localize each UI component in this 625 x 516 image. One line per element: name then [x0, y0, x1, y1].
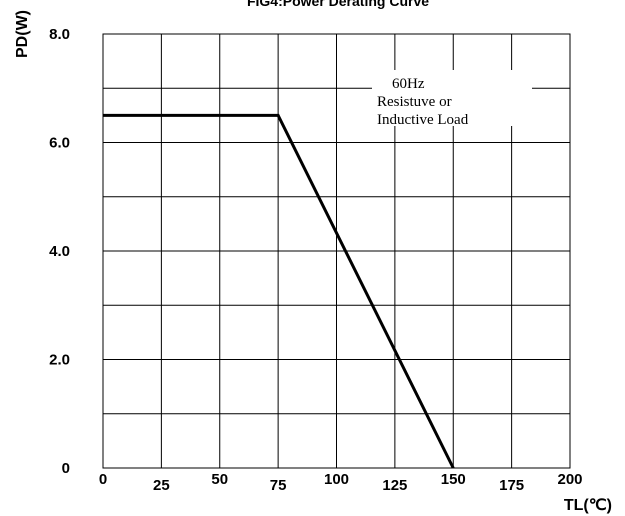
- annotation-line-3: Inductive Load: [377, 112, 469, 128]
- x-tick-label: 200: [557, 471, 582, 488]
- x-axis-label: TL(℃): [564, 497, 612, 514]
- x-tick-label: 50: [211, 471, 228, 488]
- y-axis-label: PD(W): [14, 10, 31, 58]
- x-tick-label: 175: [499, 477, 524, 494]
- y-tick-label: 6.0: [49, 135, 70, 152]
- y-tick-label: 2.0: [49, 352, 70, 369]
- annotation-line-1: 60Hz: [392, 76, 425, 92]
- series-layer: [103, 113, 455, 469]
- y-tick-label: 4.0: [49, 243, 70, 260]
- x-tick-label: 25: [153, 477, 170, 494]
- x-tick-label: 0: [99, 471, 107, 488]
- x-tick-label: 125: [382, 477, 407, 494]
- y-tick-label: 8.0: [49, 26, 70, 43]
- x-tick-label: 75: [270, 477, 287, 494]
- y-tick-labels: 0 2.0 4.0 6.0 8.0: [49, 26, 70, 477]
- chart-annotation: 60Hz Resistuve or Inductive Load: [372, 70, 532, 128]
- derating-curve-line: [103, 113, 455, 469]
- chart-title: FIG4:Power Derating Curve: [247, 0, 429, 9]
- y-tick-label: 0: [62, 460, 70, 477]
- x-tick-label: 150: [441, 471, 466, 488]
- x-tick-labels: 0 25 50 75 100 125 150 175 200: [99, 471, 583, 494]
- x-tick-label: 100: [324, 471, 349, 488]
- annotation-line-2: Resistuve or: [377, 94, 452, 110]
- plot-frame: [102, 33, 571, 469]
- annotation-background: [372, 70, 532, 126]
